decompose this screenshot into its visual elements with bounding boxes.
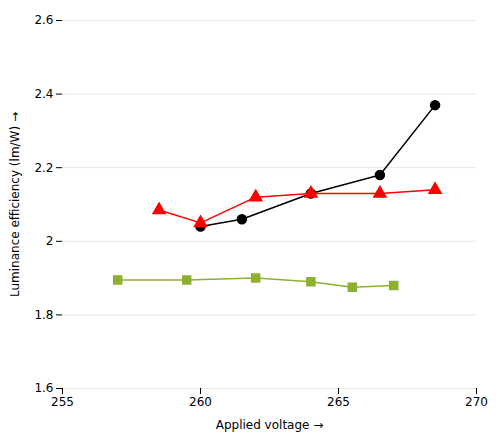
svg-text:Luminance efficiency (lm/W) →: Luminance efficiency (lm/W) → (8, 112, 22, 297)
svg-text:1.6: 1.6 (34, 381, 53, 395)
svg-text:2.6: 2.6 (34, 13, 53, 27)
svg-text:2.2: 2.2 (34, 161, 53, 175)
svg-text:270: 270 (465, 395, 488, 409)
svg-text:2: 2 (46, 234, 54, 248)
svg-text:2.4: 2.4 (34, 87, 53, 101)
svg-text:265: 265 (327, 395, 350, 409)
svg-text:255: 255 (51, 395, 74, 409)
svg-text:Applied voltage →: Applied voltage → (216, 418, 324, 432)
svg-text:260: 260 (189, 395, 212, 409)
svg-text:1.8: 1.8 (34, 308, 53, 322)
